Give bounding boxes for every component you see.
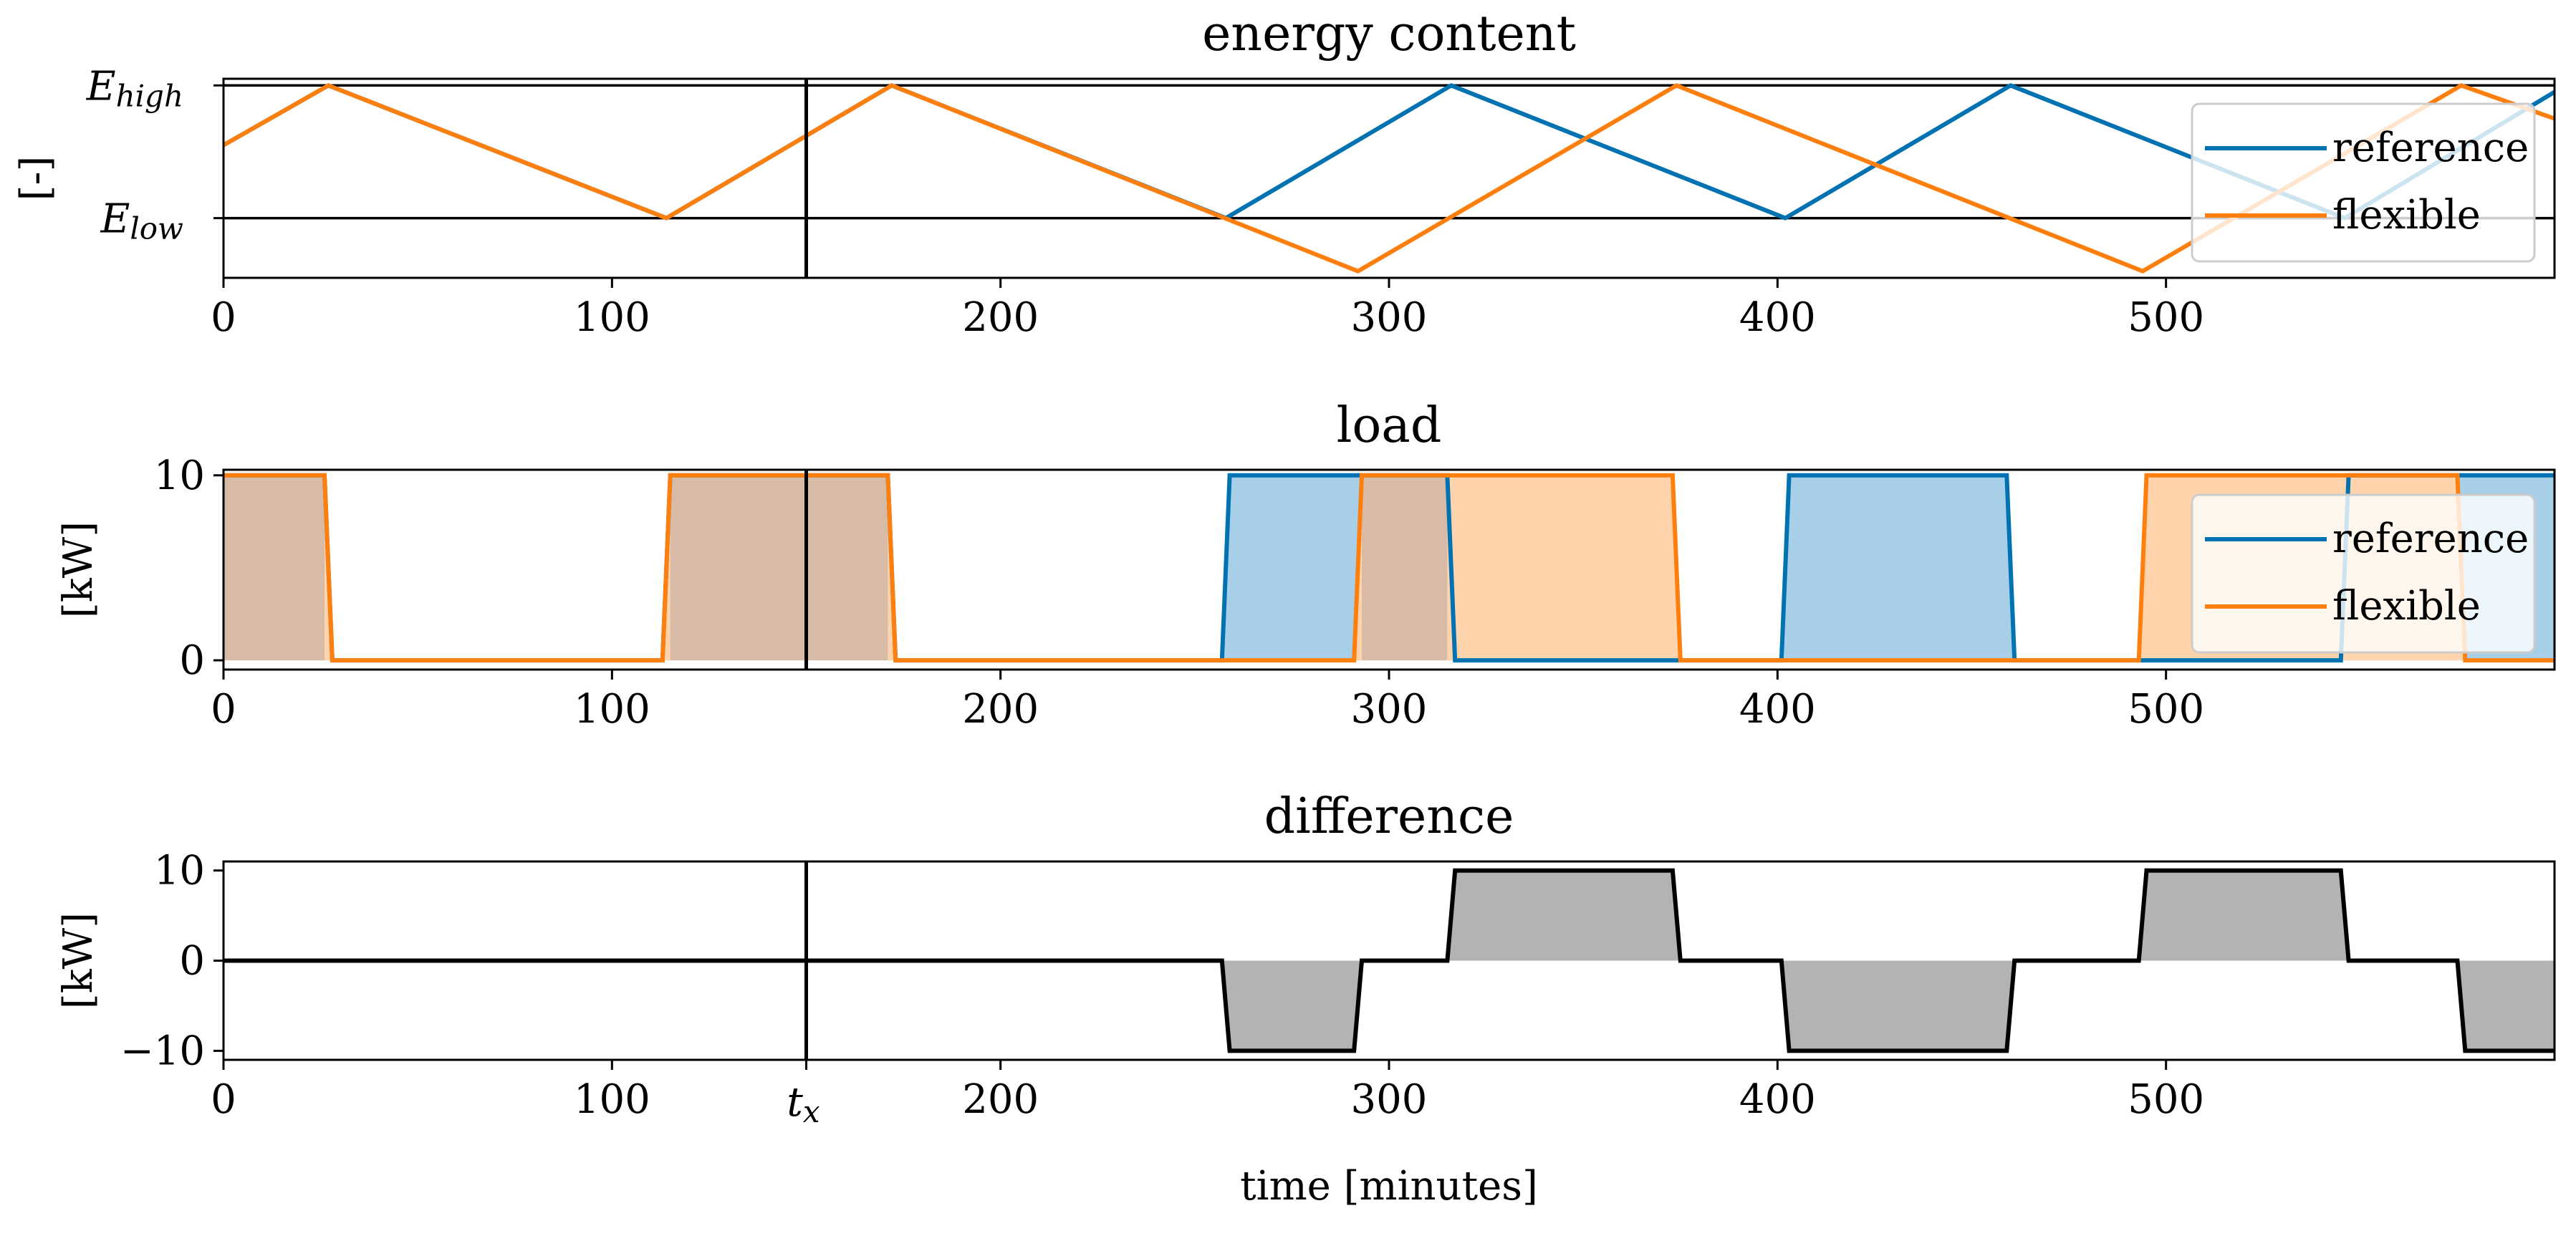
y-tick-label: 0: [179, 938, 205, 985]
legend: reference flexible: [2191, 102, 2536, 263]
chart-panel-2: load 0 100 200 300 400 500 0 10 [kW] reference flex…: [55, 397, 2556, 733]
y-axis-label: [kW]: [55, 912, 102, 1009]
chart-title: difference: [1264, 788, 1514, 845]
x-tick-label: 100: [574, 294, 650, 341]
x-tick-label-tx-main: t: [787, 1079, 803, 1126]
legend-box: [2191, 493, 2536, 654]
x-tick-label: 300: [1351, 294, 1428, 341]
y-axis-label: [-]: [12, 156, 59, 201]
area-overlap-3: [1362, 475, 1448, 661]
series-line-flexible: [224, 473, 2555, 663]
x-tick-label-tx-sub: x: [803, 1094, 820, 1129]
x-tick-label: 300: [1351, 686, 1428, 733]
x-tick-label: 0: [211, 1076, 236, 1123]
y-tick-label-high-main: E: [86, 63, 116, 110]
chart-title: load: [1337, 397, 1442, 454]
x-tick-label: 100: [574, 686, 650, 733]
x-tick-label-tx: tx: [787, 1079, 820, 1129]
legend-label-reference: reference: [2332, 516, 2529, 562]
x-tick-label: 0: [211, 294, 236, 341]
legend-label-reference: reference: [2332, 125, 2529, 171]
x-tick-label: 100: [574, 1076, 650, 1123]
y-tick-label: 10: [154, 848, 205, 894]
y-tick-label: 10: [154, 453, 205, 499]
x-tick-label: 500: [2128, 294, 2204, 341]
plot-area: [224, 470, 2555, 670]
y-tick-label-high-sub: high: [116, 79, 183, 114]
x-tick-label: 200: [962, 686, 1039, 733]
x-tick-label: 500: [2128, 686, 2204, 733]
chart-title: energy content: [1202, 6, 1576, 62]
area-overlap-1: [224, 475, 325, 661]
y-axis-label: [kW]: [55, 521, 102, 618]
y-tick-label-high: Ehigh: [86, 63, 183, 113]
legend-label-flexible: flexible: [2332, 583, 2481, 629]
y-tick-label: 0: [179, 637, 205, 684]
x-tick-label: 0: [211, 686, 236, 733]
x-tick-label: 200: [962, 294, 1039, 341]
legend-box: [2191, 102, 2536, 263]
area-overlap-2: [670, 475, 888, 661]
legend-label-flexible: flexible: [2332, 192, 2481, 238]
y-tick-label-low-sub: low: [130, 211, 183, 246]
x-tick-label: 500: [2128, 1076, 2204, 1123]
y-tick-label: −10: [120, 1028, 205, 1074]
y-tick-label-low-main: E: [100, 196, 130, 243]
plot-area: [224, 861, 2555, 1060]
area-difference: [224, 870, 2555, 1051]
x-tick-label: 400: [1739, 1076, 1816, 1123]
x-axis-label: time [minutes]: [1240, 1163, 1538, 1210]
x-tick-label: 400: [1739, 294, 1816, 341]
y-tick-label-low: Elow: [100, 196, 183, 246]
x-tick-label: 300: [1351, 1076, 1428, 1123]
legend: reference flexible: [2191, 493, 2536, 654]
series-line-difference: [224, 868, 2555, 1053]
x-tick-label: 200: [962, 1076, 1039, 1123]
x-tick-label: 400: [1739, 686, 1816, 733]
